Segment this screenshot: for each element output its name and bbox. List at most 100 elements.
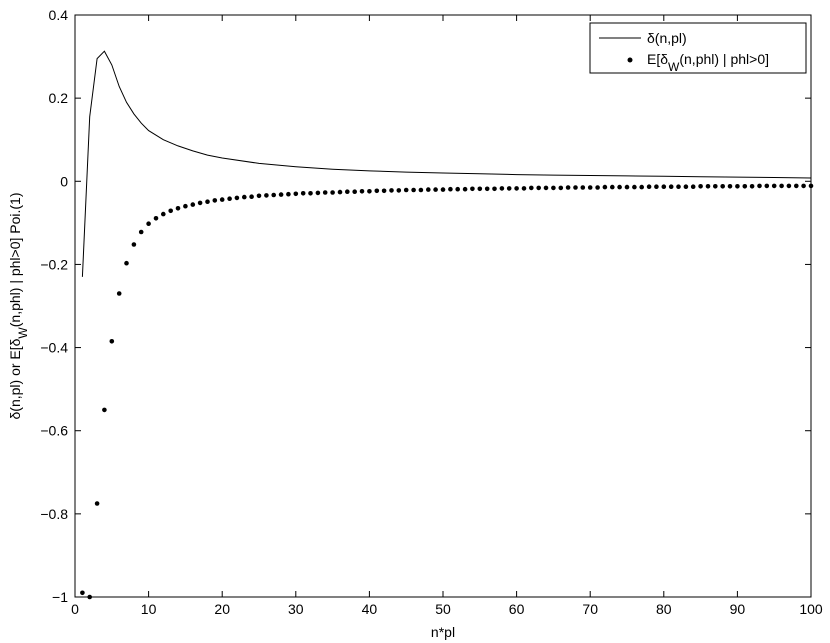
- data-point: [212, 198, 218, 203]
- data-point: [521, 186, 527, 191]
- x-axis-label: n*pl: [431, 624, 455, 640]
- data-point: [124, 260, 129, 266]
- data-point: [786, 183, 792, 189]
- legend-box: [589, 22, 807, 74]
- data-point: [506, 186, 512, 191]
- data-point: [146, 221, 151, 226]
- data-point: [764, 183, 770, 189]
- y-tick-label: −0.2: [40, 256, 68, 272]
- data-point: [153, 216, 159, 221]
- data-point: [610, 184, 615, 190]
- data-point: [183, 203, 188, 209]
- data-point: [300, 191, 306, 196]
- data-point: [801, 183, 806, 189]
- data-point: [742, 184, 748, 189]
- data-point: [705, 184, 711, 189]
- data-point: [757, 183, 762, 189]
- x-tick-label: 40: [362, 601, 378, 617]
- data-point: [492, 186, 497, 192]
- data-point: [470, 186, 475, 192]
- data-point: [271, 192, 277, 198]
- y-tick-label: −0.4: [40, 340, 68, 356]
- data-point: [138, 229, 144, 235]
- data-point: [359, 189, 365, 194]
- data-point: [484, 186, 490, 192]
- y-tick-label: 0.4: [49, 7, 69, 23]
- series-line-delta: [81, 50, 812, 277]
- data-point: [440, 187, 446, 192]
- data-point: [771, 183, 777, 189]
- y-tick-label: −0.8: [40, 506, 68, 522]
- data-point: [168, 208, 173, 214]
- data-point: [131, 242, 137, 247]
- data-point: [617, 184, 622, 190]
- x-tick-label: 80: [656, 601, 672, 617]
- data-point: [654, 184, 659, 189]
- data-point: [315, 190, 321, 196]
- data-point: [249, 194, 254, 199]
- data-point: [433, 187, 438, 192]
- data-point: [462, 186, 468, 192]
- legend-label-delta: δ(n,pl): [647, 30, 687, 46]
- data-point: [624, 184, 630, 190]
- data-point: [639, 184, 644, 190]
- x-tick-label: 20: [214, 601, 230, 617]
- series-dots-expectation: [80, 183, 814, 600]
- data-point: [242, 194, 247, 200]
- legend-dot-swatch: [627, 57, 633, 63]
- data-point: [190, 202, 196, 207]
- data-point: [234, 195, 240, 201]
- x-tick-label: 10: [141, 601, 157, 617]
- data-point: [102, 407, 107, 413]
- data-point: [602, 184, 608, 190]
- data-point: [558, 185, 564, 191]
- data-point: [448, 186, 453, 192]
- data-point: [80, 590, 85, 596]
- data-point: [727, 184, 733, 189]
- data-point: [286, 191, 291, 197]
- data-point: [426, 187, 431, 192]
- data-point: [330, 190, 335, 195]
- x-axis: 0 10 20 30 40 50 60 70 80 90 100: [71, 15, 823, 617]
- data-point: [175, 206, 181, 211]
- data-point: [411, 187, 416, 193]
- data-point: [205, 199, 210, 204]
- data-point: [536, 185, 541, 191]
- data-point: [337, 189, 343, 195]
- x-tick-label: 0: [71, 601, 79, 617]
- y-axis: −1 −0.8 −0.6 −0.4 −0.2 0 0.2 0.4: [40, 7, 811, 605]
- data-point: [720, 184, 725, 189]
- data-point: [646, 184, 652, 189]
- x-tick-label: 100: [799, 601, 823, 617]
- data-point: [580, 185, 586, 190]
- data-point: [322, 190, 328, 195]
- data-point: [632, 184, 637, 190]
- x-tick-label: 60: [509, 601, 525, 617]
- data-point: [808, 183, 814, 189]
- data-point: [367, 189, 372, 194]
- data-point: [403, 187, 409, 193]
- data-point: [551, 185, 556, 191]
- data-point: [94, 501, 100, 506]
- data-point: [197, 200, 203, 206]
- data-point: [293, 191, 299, 197]
- data-point: [381, 188, 387, 194]
- data-point: [690, 184, 696, 189]
- data-point: [587, 185, 593, 190]
- data-point: [698, 184, 703, 189]
- data-point: [116, 291, 122, 296]
- data-point: [264, 193, 269, 198]
- data-point: [676, 184, 681, 189]
- data-point: [389, 188, 394, 193]
- data-point: [161, 211, 166, 217]
- y-tick-label: −0.6: [40, 423, 68, 439]
- series-layer: [80, 50, 814, 600]
- x-tick-label: 90: [730, 601, 746, 617]
- x-tick-label: 30: [288, 601, 304, 617]
- data-point: [668, 184, 674, 189]
- data-point: [683, 184, 689, 189]
- data-point: [713, 184, 718, 189]
- data-point: [543, 185, 549, 191]
- x-tick-label: 50: [435, 601, 451, 617]
